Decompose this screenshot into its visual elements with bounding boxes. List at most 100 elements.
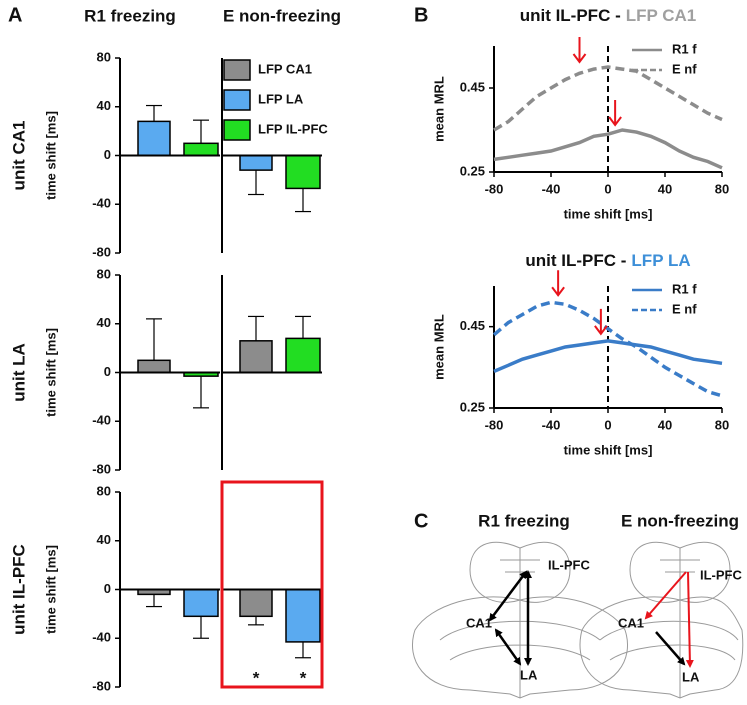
- line-chart: unit IL-PFC - LFP CA1 -80 -40 0 40 80 0.25 0.45 t…: [431, 6, 729, 221]
- arrow: [494, 628, 522, 666]
- diagram-title: R1 freezing: [478, 511, 570, 530]
- series-line: [493, 128, 723, 170]
- brain-outline: [500, 548, 540, 600]
- arrow: [644, 571, 687, 620]
- brain-outline: [660, 548, 700, 600]
- region-label: CA1: [466, 615, 492, 630]
- y-axis-label: mean MRL: [431, 76, 446, 142]
- legend-label: R1 f: [672, 41, 697, 56]
- bar: [183, 588, 219, 618]
- y-tick-label: -40: [92, 196, 111, 211]
- chart-title: unit IL-PFC - LFP LA: [525, 251, 690, 270]
- panel-label: C: [414, 510, 428, 532]
- y-axis-label: time shift [ms]: [43, 545, 58, 634]
- peak-arrow: [594, 308, 608, 336]
- y-tick-label: 80: [97, 49, 111, 64]
- x-tick-label: 80: [715, 181, 729, 196]
- bar: [183, 142, 219, 157]
- bar: [285, 588, 321, 643]
- x-axis-label: time shift [ms]: [564, 206, 653, 221]
- x-tick-label: 40: [658, 417, 672, 432]
- y-tick-label: 0.25: [460, 399, 485, 414]
- diagram-title: E non-freezing: [621, 511, 739, 530]
- arrow: [685, 571, 694, 668]
- bar: [285, 154, 321, 190]
- row-label: unit CA1: [9, 121, 28, 191]
- bar: [239, 340, 273, 374]
- y-tick-label: 0: [104, 364, 111, 379]
- bar: [285, 337, 321, 374]
- significance-label: *: [253, 668, 260, 687]
- y-tick-label: 80: [97, 266, 111, 281]
- column-title: E non-freezing: [223, 6, 341, 25]
- series-line: [492, 300, 723, 398]
- region-label: IL-PFC: [700, 567, 742, 582]
- panel-label: B: [414, 4, 428, 26]
- chart-title: unit IL-PFC - LFP CA1: [520, 6, 697, 25]
- y-tick-label: 80: [97, 483, 111, 498]
- y-tick-label: 0: [104, 581, 111, 596]
- y-tick-label: -80: [92, 678, 111, 693]
- x-tick-label: 0: [604, 181, 611, 196]
- y-tick-label: -80: [92, 461, 111, 476]
- y-tick-label: -40: [92, 413, 111, 428]
- title-part: LFP CA1: [626, 6, 697, 25]
- title-part: unit IL-PFC -: [520, 6, 621, 25]
- y-tick-label: 0.25: [460, 163, 485, 178]
- brain-outline: [579, 596, 744, 699]
- peak-arrow: [551, 270, 565, 297]
- region-label: IL-PFC: [548, 557, 590, 572]
- legend-label: LFP CA1: [258, 61, 312, 76]
- brain-outline: [439, 600, 601, 698]
- y-axis-label: mean MRL: [431, 314, 446, 380]
- line-chart: unit IL-PFC - LFP LA -80 -40 0 40 80 0.25 0.45 ti…: [431, 251, 729, 457]
- bar-chart: R1 freezing unit CA1 time shift [ms] -80 -40…: [9, 6, 220, 259]
- arrow: [655, 631, 686, 666]
- y-tick-label: 40: [97, 98, 111, 113]
- x-tick-label: -80: [485, 181, 504, 196]
- bar-chart: E non-freezing LFP CA1 LFP LA LFP IL-PFC: [221, 6, 341, 253]
- bar: [137, 359, 171, 374]
- legend-label: LFP IL-PFC: [258, 121, 328, 136]
- y-tick-label: -40: [92, 630, 111, 645]
- x-tick-label: 80: [715, 417, 729, 432]
- title-part: unit IL-PFC -: [525, 251, 626, 270]
- y-tick-label: 40: [97, 532, 111, 547]
- arrow: [488, 570, 528, 622]
- row-label: unit LA: [9, 343, 28, 402]
- legend-label: E nf: [672, 61, 697, 76]
- significance-label: *: [300, 668, 307, 687]
- legend-label: R1 f: [672, 281, 697, 296]
- y-tick-label: 0: [104, 147, 111, 162]
- diagram: R1 freezing E non-freezing IL-PFC CA1 LA…: [411, 511, 744, 699]
- legend-label: LFP LA: [258, 91, 304, 106]
- bar: [239, 588, 273, 618]
- region-label: CA1: [618, 615, 644, 630]
- bar-chart: unit IL-PFC time shift [ms] -80 -40 0 40 80: [9, 483, 220, 693]
- panel-label: A: [8, 4, 22, 26]
- peak-arrow: [572, 37, 587, 64]
- highlight-box: [220, 480, 324, 689]
- y-axis-label: time shift [ms]: [43, 328, 58, 417]
- x-tick-label: -80: [485, 417, 504, 432]
- brain-outline: [599, 600, 739, 698]
- legend-swatch: [223, 89, 251, 111]
- legend-label: E nf: [672, 301, 697, 316]
- row-label: unit IL-PFC: [9, 544, 28, 635]
- brain-left: IL-PFC CA1 LA: [411, 541, 629, 699]
- brain-right: IL-PFC CA1 LA: [579, 541, 744, 699]
- y-tick-label: -80: [92, 244, 111, 259]
- legend-swatch: [223, 59, 251, 81]
- y-tick-label: 0.45: [460, 79, 485, 94]
- bar-chart: [221, 275, 322, 470]
- x-tick-label: 40: [658, 181, 672, 196]
- legend-swatch: [223, 119, 251, 141]
- region-label: LA: [682, 669, 700, 684]
- x-axis-label: time shift [ms]: [564, 442, 653, 457]
- bar: [239, 154, 273, 171]
- column-title: R1 freezing: [84, 6, 176, 25]
- x-tick-label: -40: [542, 417, 561, 432]
- x-tick-label: -40: [542, 181, 561, 196]
- bar-chart: unit LA time shift [ms] -80 -40 0 40 80: [9, 266, 220, 476]
- series-line: [493, 65, 723, 132]
